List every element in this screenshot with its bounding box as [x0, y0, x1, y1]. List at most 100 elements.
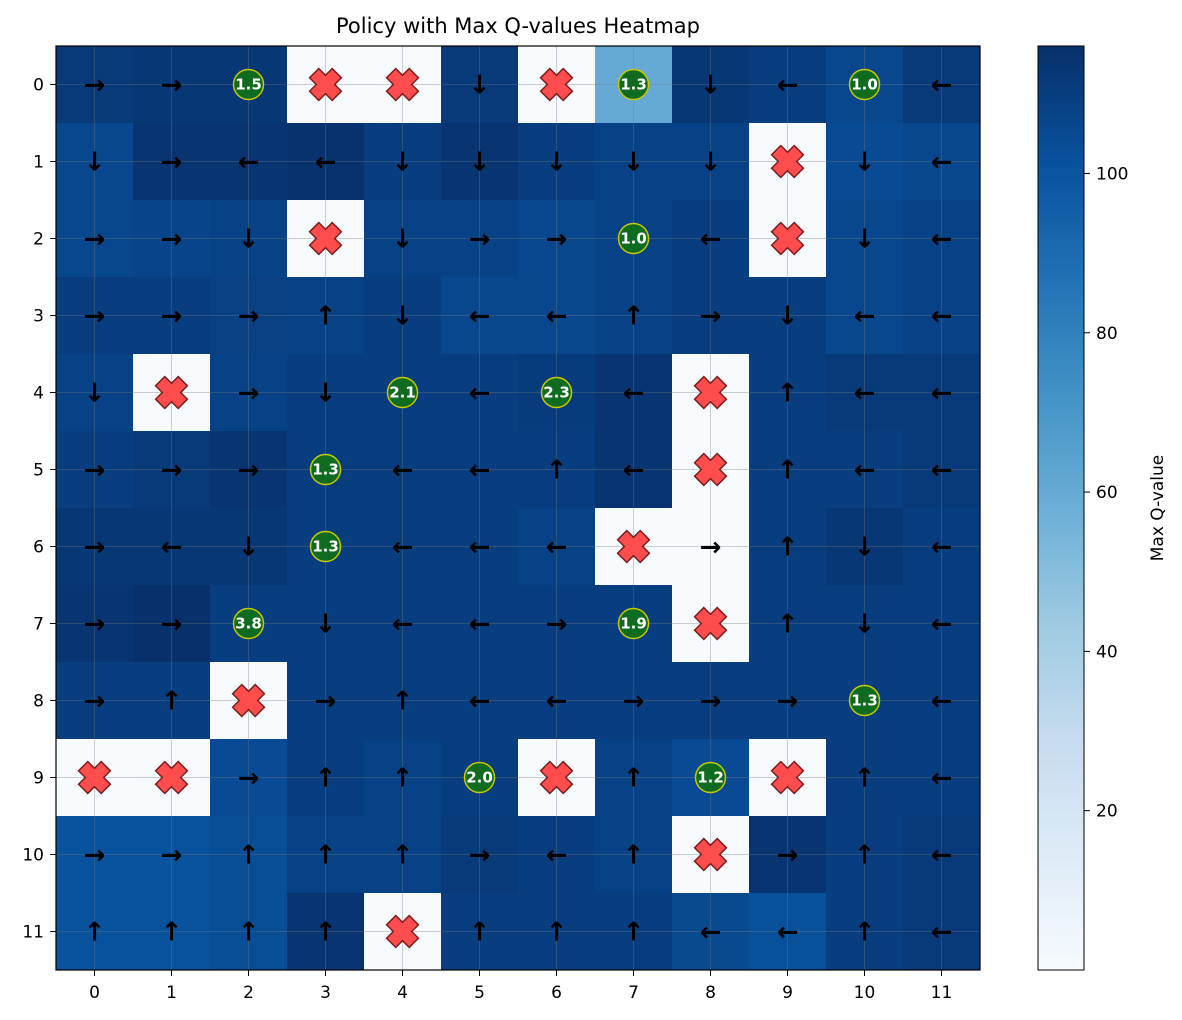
policy-arrow-right-icon: →	[700, 687, 722, 717]
heatmap-cell	[441, 585, 518, 662]
heatmap-cell	[749, 46, 826, 123]
policy-arrow-down-icon: ↓	[392, 148, 414, 178]
heatmap-cell	[56, 46, 133, 123]
heatmap-cell	[903, 46, 980, 123]
policy-arrow-up-icon: ↑	[161, 918, 183, 948]
policy-arrow-left-icon: ←	[469, 687, 491, 717]
heatmap-cell	[826, 123, 903, 200]
policy-arrow-up-icon: ↑	[623, 841, 645, 871]
heatmap-cell	[749, 508, 826, 585]
goal-value-label: 2.3	[543, 384, 570, 402]
goal-circle-icon	[232, 607, 265, 640]
heatmap-cell	[749, 277, 826, 354]
policy-arrow-down-icon: ↓	[469, 148, 491, 178]
goal-marker: 1.3	[848, 684, 881, 717]
colorbar-tick-label: 60	[1096, 483, 1118, 503]
policy-arrow-right-icon: →	[84, 302, 106, 332]
policy-marks: → → 1.5 ↓ 1.3 ↓ ← 1.0 ← ↓ → ← ← ↓ ↓ ↓ ↓ ↓ ↓ ← → → ↓ ↓ → → 1.0 ← ↓ ← → →…	[77, 67, 953, 949]
policy-arrow-right-icon: →	[700, 533, 722, 563]
policy-arrow-up-icon: ↑	[315, 841, 337, 871]
y-tick-label: 11	[22, 923, 44, 943]
heatmap-cell	[441, 662, 518, 739]
policy-arrow-right-icon: →	[161, 148, 183, 178]
heatmap-cell	[518, 200, 595, 277]
y-tick-label: 1	[33, 153, 44, 173]
obstacle-x-icon	[308, 67, 343, 102]
heatmap-cell	[826, 277, 903, 354]
chart-title: Policy with Max Q-values Heatmap	[336, 14, 700, 38]
obstacle-x-shape	[770, 144, 805, 179]
policy-arrow-up-icon: ↑	[854, 841, 876, 871]
heatmap-cell	[56, 893, 133, 970]
policy-arrow-up-icon: ↑	[392, 764, 414, 794]
heatmap-cell	[287, 277, 364, 354]
policy-arrow-down-icon: ↓	[854, 148, 876, 178]
policy-arrow-down-icon: ↓	[700, 71, 722, 101]
heatmap-cell	[210, 739, 287, 816]
heatmap-cell	[826, 893, 903, 970]
heatmap-cell	[903, 123, 980, 200]
heatmap-cell	[287, 893, 364, 970]
policy-arrow-up-icon: ↑	[854, 918, 876, 948]
goal-marker: 1.9	[617, 607, 650, 640]
heatmap-cell	[56, 662, 133, 739]
colorbar-gradient	[1037, 45, 1085, 971]
policy-arrow-up-icon: ↑	[469, 918, 491, 948]
heatmap-cell	[441, 893, 518, 970]
goal-value-label: 1.3	[312, 538, 339, 556]
heatmap-cell	[56, 354, 133, 431]
heatmap-cell	[441, 816, 518, 893]
y-tick-label: 0	[33, 76, 44, 96]
policy-arrow-down-icon: ↓	[777, 302, 799, 332]
obstacle-x-icon	[693, 837, 728, 872]
heatmap-cell	[903, 739, 980, 816]
obstacle-x-icon	[693, 606, 728, 641]
goal-circle-icon	[694, 761, 727, 794]
policy-arrow-right-icon: →	[238, 379, 260, 409]
policy-arrow-down-icon: ↓	[854, 533, 876, 563]
heatmap-cell	[364, 508, 441, 585]
policy-arrow-right-icon: →	[315, 687, 337, 717]
policy-arrow-down-icon: ↓	[623, 148, 645, 178]
heatmap-cell	[595, 816, 672, 893]
policy-arrow-left-icon: ←	[931, 71, 953, 101]
policy-arrow-up-icon: ↑	[392, 687, 414, 717]
obstacle-x-icon	[154, 375, 189, 410]
obstacle-x-shape	[154, 760, 189, 795]
policy-arrow-up-icon: ↑	[161, 687, 183, 717]
x-tick-label: 7	[628, 983, 639, 1003]
obstacle-x-shape	[308, 221, 343, 256]
heatmap-cell	[903, 816, 980, 893]
obstacle-x-icon	[693, 375, 728, 410]
goal-marker: 1.3	[309, 530, 342, 563]
policy-arrow-up-icon: ↑	[777, 456, 799, 486]
obstacle-x-icon	[770, 144, 805, 179]
heatmap-cell	[672, 662, 749, 739]
goal-value-label: 3.8	[235, 615, 262, 633]
obstacle-x-shape	[308, 67, 343, 102]
policy-arrow-right-icon: →	[161, 610, 183, 640]
heatmap-cell	[672, 123, 749, 200]
goal-marker: 1.2	[694, 761, 727, 794]
heatmap-cell	[518, 123, 595, 200]
obstacle-x-icon	[616, 529, 651, 564]
goal-circle-icon	[540, 376, 573, 409]
goal-circle-icon	[617, 222, 650, 255]
policy-arrow-down-icon: ↓	[546, 148, 568, 178]
obstacle-x-shape	[770, 760, 805, 795]
colorbar-tick-label: 100	[1096, 164, 1128, 184]
heatmap-cell	[210, 893, 287, 970]
policy-arrow-up-icon: ↑	[238, 841, 260, 871]
policy-arrow-down-icon: ↓	[854, 610, 876, 640]
heatmap-cell	[441, 508, 518, 585]
heatmap-cell	[672, 277, 749, 354]
policy-arrow-left-icon: ←	[931, 379, 953, 409]
policy-arrow-right-icon: →	[469, 225, 491, 255]
policy-arrow-up-icon: ↑	[546, 456, 568, 486]
heatmap-cell	[903, 893, 980, 970]
obstacle-x-icon	[77, 760, 112, 795]
heatmap-cell	[595, 893, 672, 970]
policy-arrow-down-icon: ↓	[84, 148, 106, 178]
heatmap-cell	[56, 200, 133, 277]
obstacle-x-icon	[693, 452, 728, 487]
